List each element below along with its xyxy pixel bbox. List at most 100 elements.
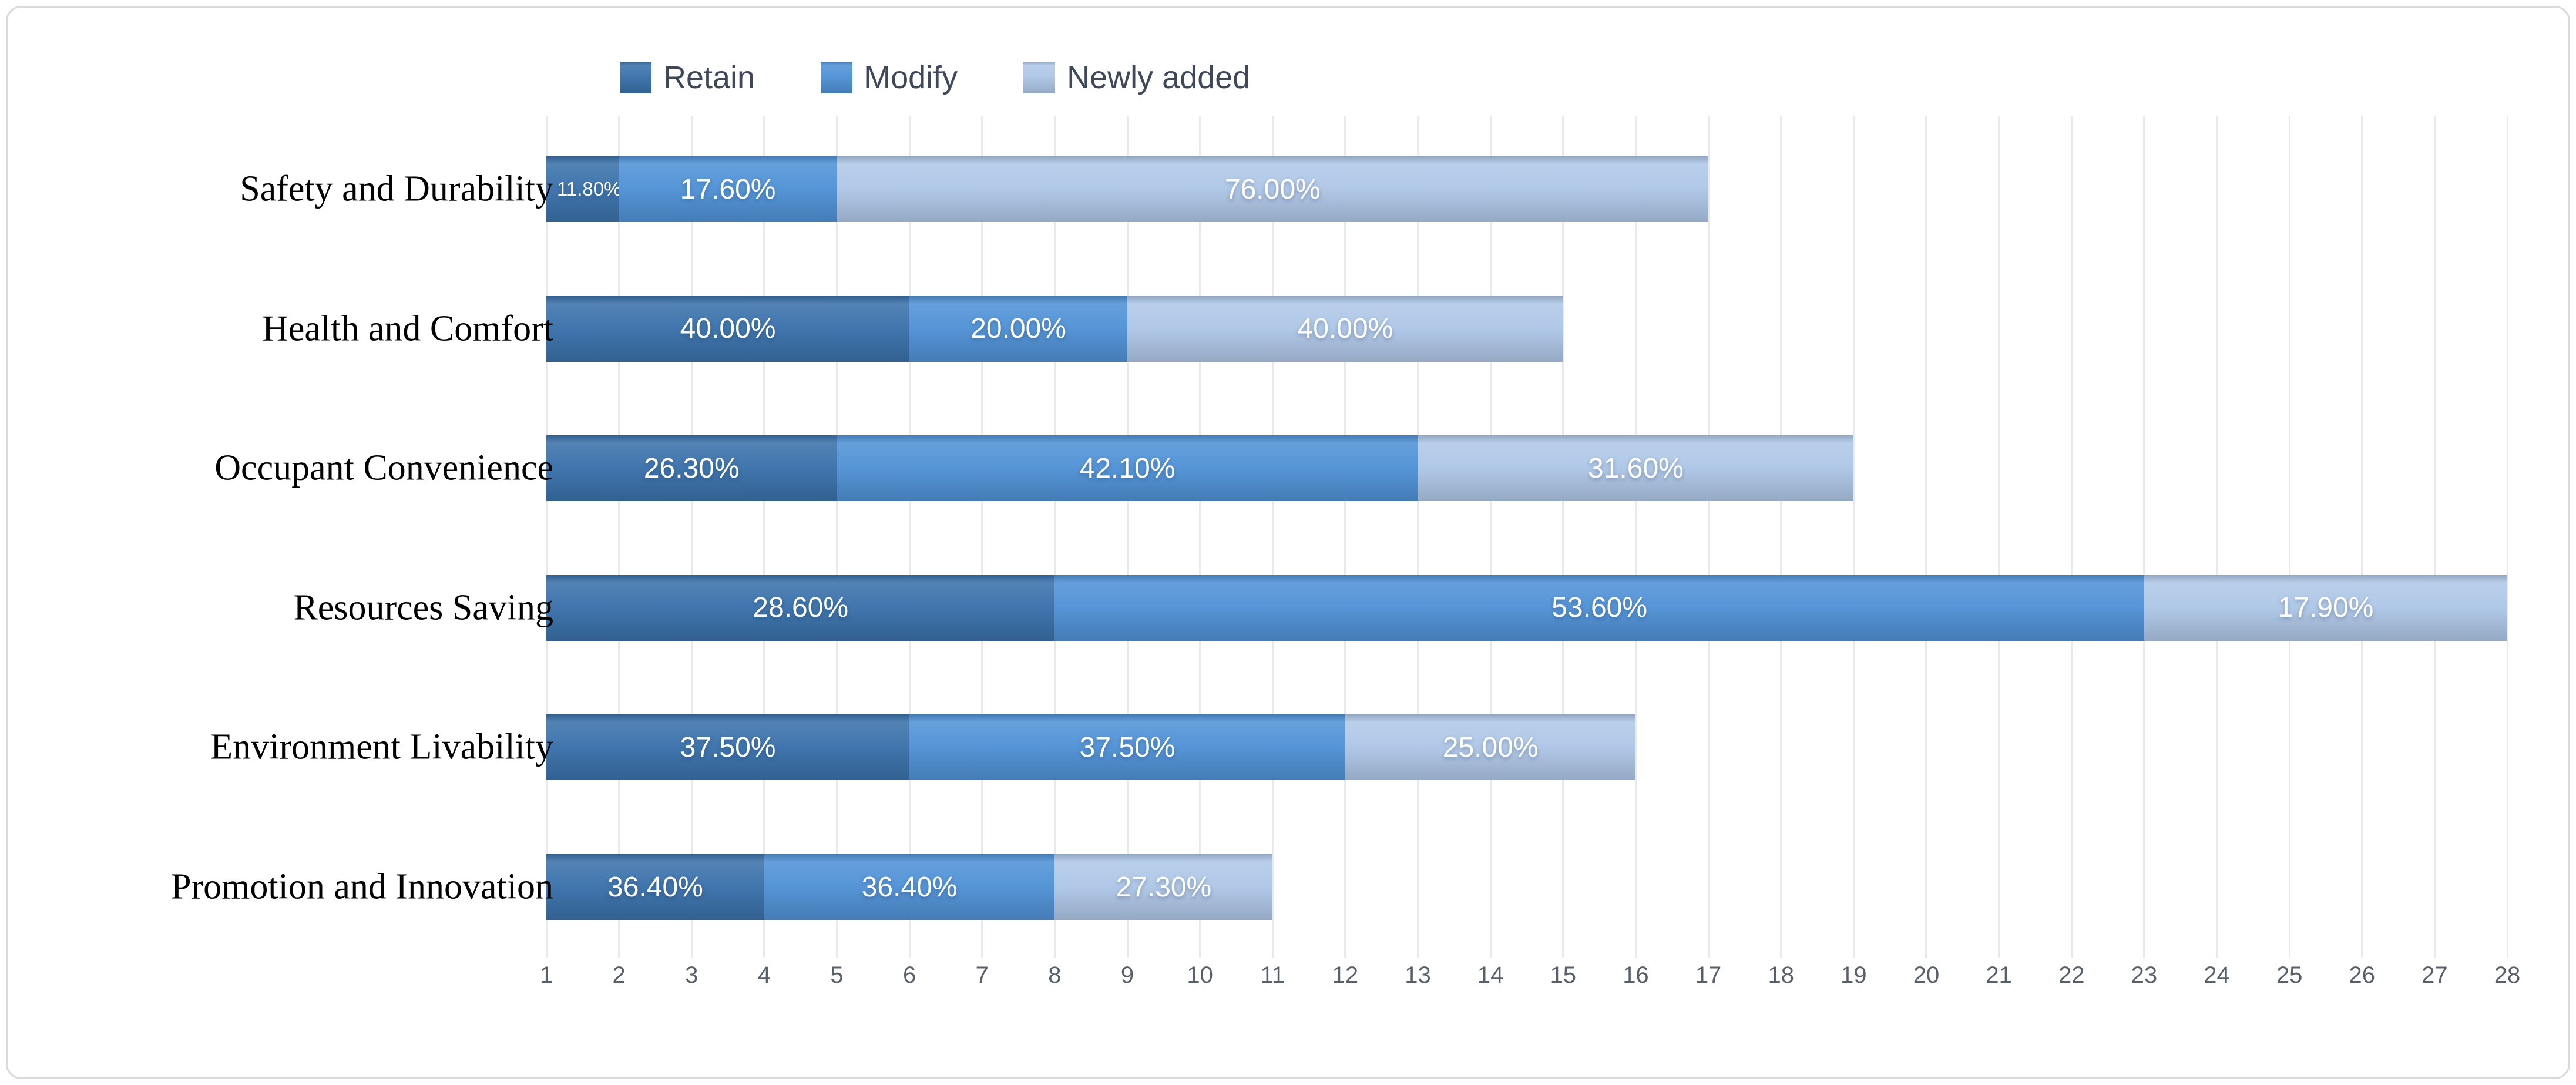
bar-segment-label: 31.60% — [1588, 452, 1684, 484]
bar-segment-label: 53.60% — [1551, 592, 1648, 624]
bar-segment-label: 20.00% — [970, 313, 1066, 345]
gridline — [618, 116, 620, 958]
gridline — [2215, 116, 2218, 958]
axis-tick-label: 1 — [539, 962, 553, 988]
legend-item-newly-added: Newly added — [1023, 59, 1250, 96]
axis-tick-label: 25 — [2276, 962, 2303, 988]
gridline — [1053, 116, 1056, 958]
gridline — [1126, 116, 1129, 958]
axis-tick-label: 21 — [1986, 962, 2012, 988]
category-label-safety-and-durability: Safety and Durability — [240, 169, 553, 209]
legend-swatch-modify-icon — [821, 62, 853, 93]
legend-item-retain: Retain — [620, 59, 755, 96]
legend-swatch-newly-added-icon — [1023, 62, 1056, 93]
category-label-resources-saving: Resources Saving — [293, 587, 553, 628]
gridline — [1417, 116, 1419, 958]
bar-segment-label: 42.10% — [1079, 452, 1176, 484]
bar-segment-modify: 37.50% — [909, 714, 1345, 781]
bar-segment-modify: 42.10% — [837, 435, 1418, 502]
gridline — [1634, 116, 1637, 958]
bar-segment-retain: 36.40% — [546, 854, 764, 920]
gridline — [1489, 116, 1492, 958]
gridline — [2288, 116, 2290, 958]
bar-segment-newly-added: 31.60% — [1418, 435, 1854, 502]
bar-segment-label: 40.00% — [1297, 313, 1393, 345]
legend-swatch-retain-icon — [620, 62, 651, 93]
gridline — [2361, 116, 2363, 958]
bar-segment-modify: 53.60% — [1054, 575, 2144, 641]
legend-label-retain: Retain — [663, 60, 755, 95]
bar-segment-label: 11.80% — [557, 178, 622, 200]
legend-label-modify: Modify — [864, 60, 958, 95]
bar-segment-retain: 11.80% — [546, 156, 630, 222]
bar-segment-label: 76.00% — [1224, 173, 1321, 205]
bar-segment-label: 25.00% — [1442, 731, 1539, 763]
axis-tick-label: 3 — [685, 962, 698, 988]
bar-segment-newly-added: 25.00% — [1345, 714, 1636, 781]
axis-tick-label: 14 — [1477, 962, 1504, 988]
axis-tick-label: 9 — [1120, 962, 1134, 988]
axis-tick-label: 12 — [1332, 962, 1359, 988]
gridline — [545, 116, 548, 958]
axis-tick-label: 6 — [903, 962, 916, 988]
axis-tick-label: 20 — [1913, 962, 1940, 988]
axis-tick-label: 7 — [975, 962, 989, 988]
bar-segment-modify: 36.40% — [764, 854, 1055, 920]
legend-item-modify: Modify — [821, 59, 958, 96]
gridline — [2070, 116, 2073, 958]
axis-tick-label: 26 — [2349, 962, 2375, 988]
bar-segment-retain: 40.00% — [546, 295, 910, 362]
legend: Retain Modify Newly added — [620, 60, 1250, 95]
bar-segment-modify: 20.00% — [909, 295, 1128, 362]
gridline — [908, 116, 911, 958]
gridline — [1852, 116, 1855, 958]
category-label-occupant-convenience: Occupant Convenience — [214, 448, 553, 488]
bar-segment-label: 17.90% — [2278, 592, 2374, 624]
bar-segment-label: 36.40% — [861, 871, 958, 903]
gridline — [2143, 116, 2145, 958]
category-label-health-and-comfort: Health and Comfort — [262, 308, 553, 349]
bar-segment-label: 27.30% — [1116, 871, 1212, 903]
axis-tick-label: 15 — [1550, 962, 1577, 988]
gridline — [1925, 116, 1927, 958]
gridline — [2433, 116, 2436, 958]
gridline — [1562, 116, 1564, 958]
bar-segment-label: 36.40% — [607, 871, 703, 903]
legend-label-newly-added: Newly added — [1067, 60, 1251, 95]
gridline — [1271, 116, 1274, 958]
bar-segment-label: 17.60% — [680, 173, 776, 205]
bar-segment-newly-added: 17.90% — [2144, 575, 2507, 641]
gridline — [1344, 116, 1346, 958]
axis-tick-label: 18 — [1768, 962, 1794, 988]
gridline — [1707, 116, 1710, 958]
axis-tick-label: 11 — [1260, 962, 1285, 988]
bar-segment-label: 26.30% — [643, 452, 740, 484]
axis-tick-label: 16 — [1623, 962, 1649, 988]
bar-segment-label: 37.50% — [680, 731, 776, 763]
axis-tick-label: 13 — [1405, 962, 1431, 988]
category-label-environment-livability: Environment Livability — [210, 727, 553, 767]
axis-tick-label: 5 — [830, 962, 844, 988]
axis-tick-label: 22 — [2058, 962, 2085, 988]
axis-tick-label: 28 — [2494, 962, 2521, 988]
category-label-promotion-and-innovation: Promotion and Innovation — [171, 866, 553, 907]
gridline — [1780, 116, 1782, 958]
bar-segment-retain: 37.50% — [546, 714, 910, 781]
bar-segment-label: 28.60% — [753, 592, 849, 624]
axis-tick-label: 4 — [757, 962, 771, 988]
bar-segment-retain: 28.60% — [546, 575, 1055, 641]
gridline — [836, 116, 838, 958]
axis-tick-label: 19 — [1841, 962, 1867, 988]
axis-tick-label: 24 — [2204, 962, 2230, 988]
gridline — [1199, 116, 1201, 958]
bar-segment-modify: 17.60% — [619, 156, 837, 222]
bar-segment-retain: 26.30% — [546, 435, 837, 502]
bar-segment-newly-added: 27.30% — [1054, 854, 1273, 920]
axis-tick-label: 17 — [1695, 962, 1722, 988]
bar-segment-label: 37.50% — [1079, 731, 1176, 763]
gridline — [690, 116, 693, 958]
axis-tick-label: 2 — [612, 962, 626, 988]
gridline — [763, 116, 765, 958]
axis-tick-label: 8 — [1048, 962, 1062, 988]
